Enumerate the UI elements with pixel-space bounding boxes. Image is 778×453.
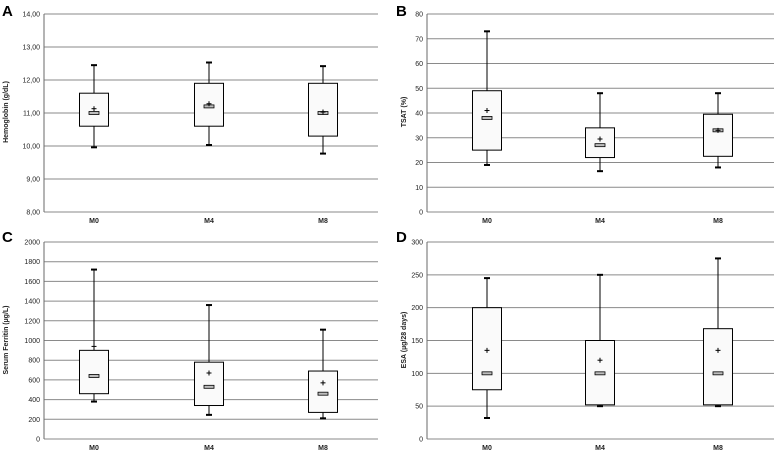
panel-label: A [2,3,13,20]
panel-d-esa: D ESA (µg/28 days) 0 50 100 150 200 250 300 M0 M… [396,229,774,452]
y-tick-label: 0 [419,437,423,444]
y-tick-label: 1600 [24,279,40,286]
x-category-label: M4 [204,218,214,225]
median-marker [88,374,100,378]
y-tick-label: 400 [28,397,40,404]
x-category-label: M4 [204,445,214,452]
x-category-label: M0 [89,218,99,225]
y-tick-label: 80 [415,12,423,19]
y-tick-label: 50 [415,86,423,93]
y-tick-label: 10,00 [22,144,40,151]
y-tick-label: 1800 [24,259,40,266]
y-tick-label: 250 [411,272,423,279]
x-category-label: M0 [89,445,99,452]
iqr-box [308,370,338,413]
y-tick-label: 8,00 [26,210,40,217]
panel-b-tsat: B TSAT (%) 0 10 20 30 40 50 60 70 80 M0 M4 M8 [396,3,774,225]
iqr-box [472,90,502,151]
y-tick-label: 1000 [24,338,40,345]
y-tick-label: 200 [28,417,40,424]
x-category-label: M8 [713,218,723,225]
x-category-label: M0 [482,445,492,452]
panel-label: B [396,3,407,20]
iqr-box [79,349,109,395]
x-category-label: M8 [318,445,328,452]
median-marker [88,111,100,115]
y-tick-label: 30 [415,135,423,142]
iqr-box [703,113,733,157]
panel-a-hemoglobin: A Hemoglobin (g/dL) 8,00 9,00 10,00 11,00 12… [2,3,378,225]
median-marker [481,116,493,120]
y-tick-label: 200 [411,305,423,312]
y-tick-label: 40 [415,111,423,118]
y-axis-label: ESA (µg/28 days) [401,312,408,369]
y-tick-label: 1400 [24,299,40,306]
y-axis-label: Hemoglobin (g/dL) [3,81,10,143]
y-axis-label: TSAT (%) [401,97,408,128]
panel-c-serum-ferritin: C Serum Ferritin (µg/L) 0 200 400 600 800 100… [2,229,378,452]
y-tick-label: 9,00 [26,177,40,184]
y-tick-label: 13,00 [22,45,40,52]
y-axis-label: Serum Ferritin (µg/L) [3,306,10,375]
median-marker [481,371,493,376]
y-tick-label: 0 [419,210,423,217]
y-tick-label: 70 [415,36,423,43]
y-tick-label: 2000 [24,240,40,247]
iqr-box [585,127,615,159]
y-tick-label: 50 [415,404,423,411]
median-marker [594,371,606,376]
y-tick-label: 14,00 [22,12,40,19]
y-tick-label: 12,00 [22,78,40,85]
median-marker [594,143,606,148]
x-category-label: M4 [595,445,605,452]
y-tick-label: 20 [415,160,423,167]
y-tick-label: 800 [28,358,40,365]
iqr-box [703,328,733,406]
y-tick-label: 60 [415,61,423,68]
median-marker [317,391,329,396]
y-tick-label: 11,00 [23,111,40,118]
median-marker [203,384,215,389]
x-category-label: M8 [713,445,723,452]
iqr-box [194,361,224,407]
panel-label: C [2,229,13,246]
y-tick-label: 600 [28,377,40,384]
y-tick-label: 150 [411,338,423,345]
y-tick-label: 10 [415,185,423,192]
x-category-label: M0 [482,218,492,225]
median-marker [712,371,724,376]
x-category-label: M4 [595,218,605,225]
y-tick-label: 100 [411,371,423,378]
y-tick-label: 300 [411,240,423,247]
panel-label: D [396,229,407,246]
x-category-label: M8 [318,218,328,225]
y-tick-label: 1200 [24,318,40,325]
y-tick-label: 0 [36,437,40,444]
